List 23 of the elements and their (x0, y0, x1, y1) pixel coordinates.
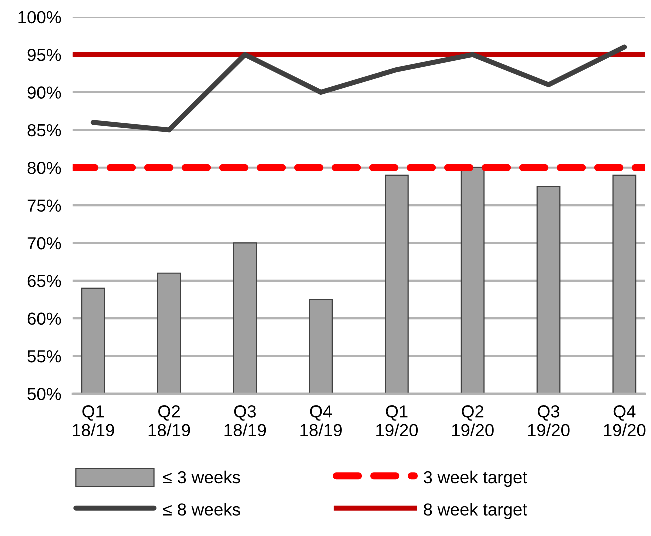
x-tick-label: Q3 19/20 (528, 406, 570, 437)
legend-label: 3 week target (424, 470, 528, 488)
y-tick-label: 55% (28, 350, 62, 363)
legend-label: ≤ 8 weeks (163, 503, 240, 516)
y-tick-label: 50% (28, 388, 62, 400)
y-tick-label: 85% (28, 124, 62, 137)
y-tick-label: 100% (18, 11, 62, 24)
y-tick-label: 75% (28, 200, 62, 212)
y-tick-label: 80% (28, 162, 62, 174)
y-tick-label: 65% (28, 275, 62, 288)
y-tick-label: 70% (28, 237, 62, 250)
x-tick-label: Q2 18/19 (148, 406, 190, 437)
x-tick-label: Q3 18/19 (224, 406, 266, 437)
x-tick-label: Q4 19/20 (604, 406, 646, 437)
x-tick-label: Q4 18/19 (300, 406, 342, 437)
y-tick-label: 90% (28, 86, 62, 99)
x-tick-label: Q2 19/20 (452, 406, 494, 437)
legend-label: ≤ 3 weeks (163, 470, 240, 484)
y-tick-label: 95% (28, 49, 62, 62)
x-tick-label: Q1 18/19 (73, 406, 114, 437)
x-tick-label: Q1 19/20 (376, 406, 418, 437)
legend-label: 8 week target (424, 503, 528, 520)
y-tick-label: 60% (28, 312, 62, 326)
